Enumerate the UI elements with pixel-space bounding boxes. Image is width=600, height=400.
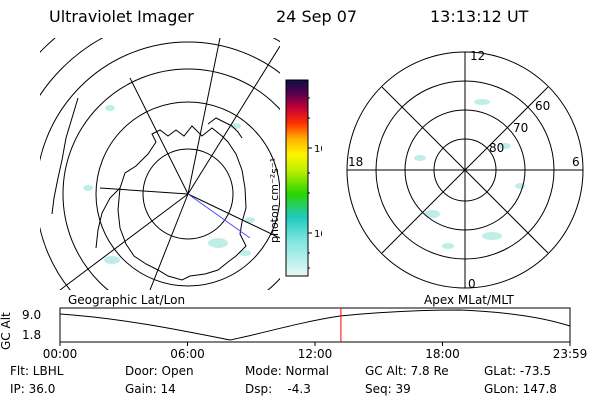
orbit-plot-frame <box>59 307 571 343</box>
info-glat: GLat: -73.5 <box>484 364 551 378</box>
latitude-circles <box>40 38 280 290</box>
altitude-curve <box>59 309 571 341</box>
mlt-label-12: 12 <box>470 49 485 63</box>
orbit-x-tick-label: 18:00 <box>425 347 460 361</box>
south-america-coastline <box>51 97 79 215</box>
colorbar-tick-10: 10 <box>314 229 322 240</box>
antarctica-coastline <box>117 125 247 281</box>
intensity-colorbar: 100 10 photon cm⁻²s⁻¹ <box>268 79 322 277</box>
australia-coastline <box>207 117 243 139</box>
mlt-label-0: 0 <box>468 277 476 291</box>
peninsula-coastline <box>95 187 121 249</box>
apex-polar-plot: 12 18 6 0 60 70 80 <box>346 49 584 291</box>
image-date: 24 Sep 07 <box>276 7 358 26</box>
info-glon: GLon: 147.8 <box>484 382 557 396</box>
orbit-y-top: 9.0 <box>22 308 41 322</box>
orbit-y-bottom: 1.8 <box>22 328 41 342</box>
info-seq: Seq: 39 <box>365 382 411 396</box>
info-ip: IP: 36.0 <box>10 382 56 396</box>
orbit-altitude-plot: GC Alt 9.0 1.8 00:00 06:00 12:00 18:00 23:59 <box>0 307 588 361</box>
auroral-oval-emission <box>414 99 525 249</box>
info-gcalt: GC Alt: 7.8 Re <box>365 364 449 378</box>
right-panel-caption: Apex MLat/MLT <box>424 293 514 307</box>
orbit-x-tick-label: 00:00 <box>43 347 78 361</box>
mlt-diagonal-2 <box>381 86 549 254</box>
info-flt: Flt: LBHL <box>10 364 64 378</box>
instrument-title: Ultraviolet Imager <box>49 7 194 26</box>
terminator-line <box>187 193 251 239</box>
lat-label-60: 60 <box>535 99 550 113</box>
geographic-map-panel <box>40 38 280 290</box>
mlt-label-18: 18 <box>348 155 363 169</box>
info-door: Door: Open <box>125 364 194 378</box>
mlt-label-6: 6 <box>572 155 580 169</box>
orbit-axis-title: GC Alt <box>0 312 13 350</box>
lat-label-70: 70 <box>513 121 528 135</box>
auroral-emission <box>83 105 255 264</box>
info-mode: Mode: Normal <box>245 364 329 378</box>
info-gain: Gain: 14 <box>125 382 176 396</box>
orbit-x-ticks: 00:00 06:00 12:00 18:00 23:59 <box>43 342 588 361</box>
left-panel-caption: Geographic Lat/Lon <box>68 293 186 307</box>
orbit-x-tick-label: 23:59 <box>553 347 588 361</box>
orbit-x-tick-label: 12:00 <box>298 347 333 361</box>
colorbar-tick-100: 100 <box>314 144 322 155</box>
lat-label-80: 80 <box>489 141 504 155</box>
colorbar-unit-label: photon cm⁻²s⁻¹ <box>268 158 281 243</box>
orbit-x-tick-label: 06:00 <box>170 347 205 361</box>
image-time: 13:13:12 UT <box>430 7 529 26</box>
meridian-lines <box>59 38 280 290</box>
info-dsp: Dsp: -4.3 <box>245 382 311 396</box>
